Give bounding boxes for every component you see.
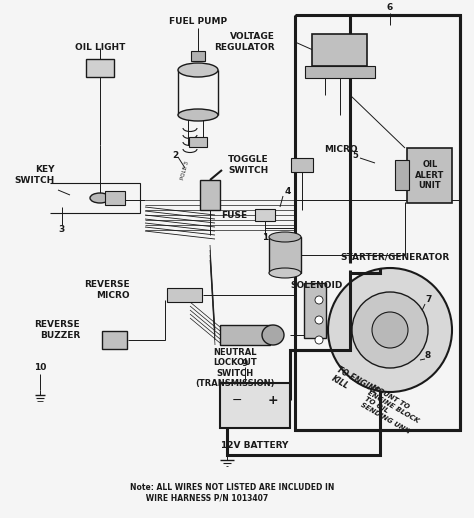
Text: 10: 10 <box>34 364 46 372</box>
Circle shape <box>328 268 452 392</box>
Ellipse shape <box>269 268 301 278</box>
Text: FUEL PUMP: FUEL PUMP <box>169 18 227 26</box>
Circle shape <box>352 292 428 368</box>
Text: TO ENGINE
KILL: TO ENGINE KILL <box>330 365 380 405</box>
Text: +: + <box>268 394 278 407</box>
Text: WIRE HARNESS P/N 1013407: WIRE HARNESS P/N 1013407 <box>130 494 268 502</box>
Bar <box>305 66 375 78</box>
Text: 1: 1 <box>262 234 268 242</box>
Text: OIL LIGHT: OIL LIGHT <box>75 44 125 52</box>
Text: POLE 3: POLE 3 <box>180 160 190 180</box>
Text: KEY
SWITCH: KEY SWITCH <box>15 165 55 185</box>
Circle shape <box>315 316 323 324</box>
Bar <box>304 282 326 338</box>
Ellipse shape <box>90 193 110 203</box>
Text: 5: 5 <box>352 151 358 160</box>
Text: 8: 8 <box>425 351 431 359</box>
Bar <box>291 158 313 172</box>
Bar <box>269 237 301 273</box>
Text: 2: 2 <box>172 151 178 160</box>
Text: STARTER/GENERATOR: STARTER/GENERATOR <box>340 252 450 262</box>
Text: 7: 7 <box>425 295 431 305</box>
Text: 9: 9 <box>242 358 248 367</box>
Text: VOLTAGE
REGULATOR: VOLTAGE REGULATOR <box>214 32 275 52</box>
Ellipse shape <box>269 232 301 242</box>
Text: 12V BATTERY: 12V BATTERY <box>221 441 289 450</box>
Text: NEUTRAL
LOCKOUT
SWITCH
(TRANSMISSION): NEUTRAL LOCKOUT SWITCH (TRANSMISSION) <box>195 348 275 388</box>
Text: Note: ALL WIRES NOT LISTED ARE INCLUDED IN: Note: ALL WIRES NOT LISTED ARE INCLUDED … <box>130 483 334 493</box>
Ellipse shape <box>178 109 218 121</box>
Bar <box>312 34 367 66</box>
Text: 4: 4 <box>285 188 292 196</box>
Bar <box>220 325 270 345</box>
Text: TOGGLE
SWITCH: TOGGLE SWITCH <box>228 155 269 175</box>
Text: REVERSE
BUZZER: REVERSE BUZZER <box>35 320 80 340</box>
Text: MICRO: MICRO <box>324 146 357 154</box>
Bar <box>191 51 205 61</box>
Text: MOUNT TO
ENGINE BLOCK
TO OIL
SENDING UNIT: MOUNT TO ENGINE BLOCK TO OIL SENDING UNI… <box>360 384 424 436</box>
Bar <box>105 191 125 205</box>
Text: OIL
ALERT
UNIT: OIL ALERT UNIT <box>415 160 445 190</box>
Circle shape <box>315 336 323 344</box>
Bar <box>395 160 409 190</box>
Circle shape <box>372 312 408 348</box>
Bar <box>200 180 220 210</box>
Bar <box>255 209 275 221</box>
Text: FUSE: FUSE <box>221 210 247 220</box>
Text: SOLENOID: SOLENOID <box>290 281 342 290</box>
Text: REVERSE
MICRO: REVERSE MICRO <box>84 280 130 300</box>
Ellipse shape <box>262 325 284 345</box>
Bar <box>220 382 290 427</box>
Bar <box>167 288 202 302</box>
Text: 3: 3 <box>59 225 65 235</box>
Ellipse shape <box>178 63 218 77</box>
Bar <box>408 148 453 203</box>
Circle shape <box>315 296 323 304</box>
Text: 6: 6 <box>387 4 393 12</box>
Bar <box>102 331 128 349</box>
Bar <box>86 59 114 77</box>
Text: −: − <box>232 394 242 407</box>
Bar <box>189 137 207 147</box>
